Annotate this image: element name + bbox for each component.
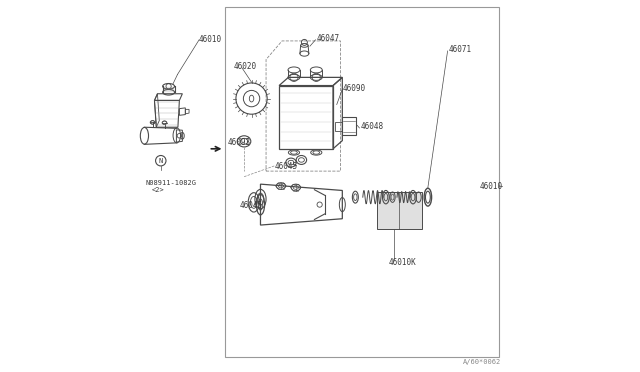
Text: N08911-1082G: N08911-1082G [145,180,196,186]
Text: 46071: 46071 [449,45,472,54]
Text: <2>: <2> [152,187,164,193]
Text: N: N [159,158,163,164]
Text: 46010K: 46010K [389,258,417,267]
Text: 46045: 46045 [275,162,298,171]
Text: 46010: 46010 [479,182,502,190]
Text: A/60*0062: A/60*0062 [463,359,502,365]
Text: 46045: 46045 [240,201,263,210]
Bar [335,122,342,131]
Text: 46020: 46020 [234,62,257,71]
Bar [225,7,499,357]
Text: 46090: 46090 [343,84,366,93]
Bar [342,117,356,135]
Text: 46048: 46048 [360,122,383,131]
Text: 46093: 46093 [228,138,251,147]
Text: 46010: 46010 [199,35,222,44]
Text: 46047: 46047 [316,34,339,43]
Bar [377,192,422,229]
